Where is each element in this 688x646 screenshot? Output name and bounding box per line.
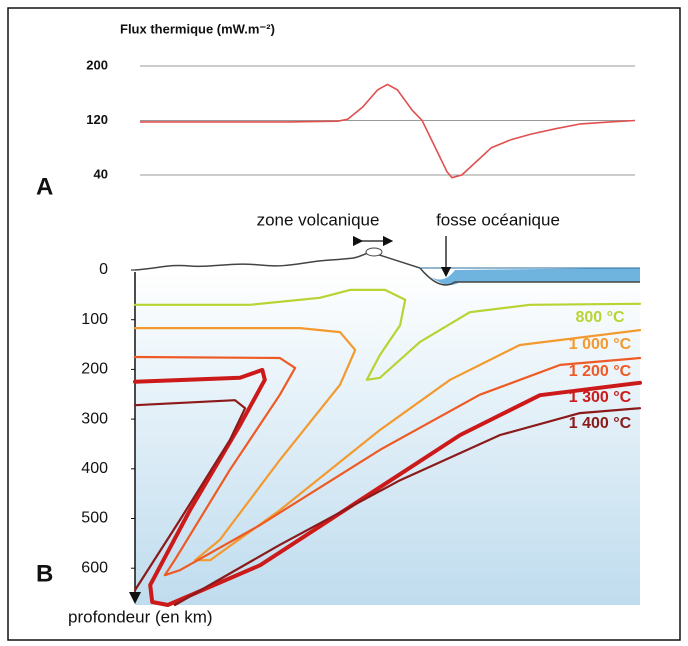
y-tick-label: 300 [81,410,108,427]
isotherm-label: 1 000 °C [569,336,632,353]
panel-label: A [36,173,53,200]
frame [7,7,681,641]
y-tick-label: 200 [86,57,108,72]
y-axis-label: profondeur (en km) [68,607,213,626]
ocean [420,268,640,285]
annotation: zone volcanique [257,210,380,229]
chart-title: Flux thermique (mW.m⁻²) [120,21,275,36]
surface [134,251,640,286]
isotherm [133,367,642,607]
y-tick-label: 0 [99,261,108,278]
y-tick-label: 200 [81,361,108,378]
mantle-background [135,272,640,605]
y-tick-label: 400 [81,460,108,477]
flux-line [140,83,636,179]
y-tick-label: 500 [81,510,108,527]
y-tick-label: 120 [86,112,108,127]
isotherm [133,288,642,381]
y-tick-label: 600 [81,559,108,576]
volcano [365,247,383,257]
annotation: fosse océanique [436,210,560,229]
y-tick-label: 40 [94,166,108,181]
isotherm-label: 1 300 °C [569,389,632,406]
isotherm [133,399,642,607]
isotherm-label: 1 400 °C [569,415,632,432]
isotherm-label: 800 °C [575,309,625,326]
panel-label: B [36,560,53,587]
isotherm [133,327,642,562]
isotherm-label: 1 200 °C [569,363,632,380]
y-tick-label: 100 [81,311,108,328]
isotherm [133,355,642,577]
